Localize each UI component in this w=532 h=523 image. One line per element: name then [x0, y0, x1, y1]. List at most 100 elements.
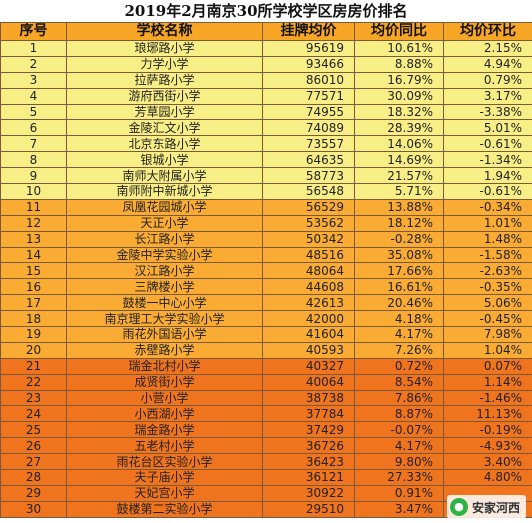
row-school-name: 成贤街小学: [66, 373, 263, 391]
row-no: 26: [0, 437, 67, 455]
row-school-name: 雨花台区实验小学: [66, 453, 263, 471]
wechat-icon: ●: [449, 498, 468, 516]
row-yoy: 18.32%: [354, 103, 444, 121]
table-row: 17 鼓楼一中心小学 42613 20.46% 5.06%: [0, 294, 532, 312]
row-school-name: 天正小学: [66, 214, 263, 232]
row-mom: 1.94%: [443, 167, 532, 185]
row-yoy: 10.61%: [354, 40, 444, 57]
row-no: 4: [0, 87, 67, 105]
row-price: 30922: [262, 484, 355, 502]
row-mom: 7.98%: [443, 326, 532, 343]
row-no: 8: [0, 151, 67, 169]
row-no: 22: [0, 373, 67, 391]
row-mom: 5.06%: [443, 294, 532, 312]
row-price: 95619: [262, 40, 355, 57]
row-school-name: 银城小学: [66, 151, 263, 169]
row-yoy: 7.86%: [354, 389, 444, 407]
row-mom: 3.17%: [443, 87, 532, 105]
table-row: 20 赤壁路小学 40593 7.26% 1.04%: [0, 341, 532, 359]
row-price: 37784: [262, 405, 355, 423]
row-school-name: 金陵汇文小学: [66, 119, 263, 137]
row-yoy: 4.17%: [354, 437, 444, 455]
row-price: 56529: [262, 198, 355, 216]
table-row: 29 天妃宫小学 30922 0.91%: [0, 484, 532, 502]
row-price: 36726: [262, 437, 355, 455]
row-yoy: 8.54%: [354, 373, 444, 391]
table-row: 19 雨花外国语小学 41604 4.17% 7.98%: [0, 326, 532, 343]
row-yoy: 14.69%: [354, 151, 444, 169]
row-no: 1: [0, 40, 67, 57]
row-mom: -1.58%: [443, 246, 532, 264]
table-row: 25 瑞金路小学 37429 -0.07% -0.19%: [0, 421, 532, 439]
row-no: 11: [0, 198, 67, 216]
table-row: 28 夫子庙小学 36121 27.33% 4.80%: [0, 469, 532, 486]
table-row: 18 南京理工大学实验小学 42000 4.18% -0.45%: [0, 310, 532, 328]
table-row: 11 凤凰花园城小学 56529 13.88% -0.34%: [0, 198, 532, 216]
row-no: 14: [0, 246, 67, 264]
row-no: 7: [0, 135, 67, 153]
row-school-name: 瑞金路小学: [66, 421, 263, 439]
row-price: 36121: [262, 469, 355, 486]
row-yoy: 4.17%: [354, 326, 444, 343]
row-no: 16: [0, 278, 67, 296]
row-school-name: 瑞金北村小学: [66, 357, 263, 375]
row-price: 48064: [262, 262, 355, 280]
row-yoy: 5.71%: [354, 183, 444, 200]
row-price: 40593: [262, 341, 355, 359]
row-no: 13: [0, 230, 67, 248]
row-mom: -0.61%: [443, 183, 532, 200]
row-school-name: 鼓楼一中心小学: [66, 294, 263, 312]
row-school-name: 鼓楼第二实验小学: [66, 500, 263, 518]
table-row: 27 雨花台区实验小学 36423 9.80% 3.40%: [0, 453, 532, 471]
row-yoy: 21.57%: [354, 167, 444, 185]
row-school-name: 雨花外国语小学: [66, 326, 263, 343]
row-school-name: 力学小学: [66, 55, 263, 73]
row-school-name: 北京东路小学: [66, 135, 263, 153]
row-no: 28: [0, 469, 67, 486]
row-yoy: 16.61%: [354, 278, 444, 296]
header-price: 挂牌均价: [262, 22, 355, 41]
header-no: 序号: [0, 22, 67, 41]
row-school-name: 汉江路小学: [66, 262, 263, 280]
watermark-text: 安家河西: [471, 500, 520, 515]
row-mom: 4.94%: [443, 55, 532, 73]
row-mom: -0.19%: [443, 421, 532, 439]
row-no: 12: [0, 214, 67, 232]
row-no: 6: [0, 119, 67, 137]
row-mom: 11.13%: [443, 405, 532, 423]
row-mom: -0.35%: [443, 278, 532, 296]
row-price: 50342: [262, 230, 355, 248]
row-school-name: 金陵中学实验小学: [66, 246, 263, 264]
table-row: 6 金陵汇文小学 74089 28.39% 5.01%: [0, 119, 532, 137]
row-price: 29510: [262, 500, 355, 518]
row-mom: 0.79%: [443, 71, 532, 89]
row-mom: -1.46%: [443, 389, 532, 407]
row-school-name: 南师附中新城小学: [66, 183, 263, 200]
row-price: 58773: [262, 167, 355, 185]
table-row: 15 汉江路小学 48064 17.66% -2.63%: [0, 262, 532, 280]
row-price: 37429: [262, 421, 355, 439]
row-no: 3: [0, 71, 67, 89]
row-price: 42613: [262, 294, 355, 312]
row-price: 44608: [262, 278, 355, 296]
row-mom: 1.14%: [443, 373, 532, 391]
row-yoy: 14.06%: [354, 135, 444, 153]
row-price: 40327: [262, 357, 355, 375]
row-school-name: 凤凰花园城小学: [66, 198, 263, 216]
row-price: 73557: [262, 135, 355, 153]
row-school-name: 天妃宫小学: [66, 484, 263, 502]
row-yoy: 8.87%: [354, 405, 444, 423]
row-yoy: 28.39%: [354, 119, 444, 137]
row-yoy: 27.33%: [354, 469, 444, 486]
row-yoy: 0.91%: [354, 484, 444, 502]
table-row: 24 小西湖小学 37784 8.87% 11.13%: [0, 405, 532, 423]
table-row: 13 长江路小学 50342 -0.28% 1.48%: [0, 230, 532, 248]
table-body: 1 琅琊路小学 95619 10.61% 2.15% 2 力学小学 93466 8.88% 4.9…: [0, 40, 532, 518]
table-row: 7 北京东路小学 73557 14.06% -0.61%: [0, 135, 532, 153]
table-row: 4 游府西街小学 77571 30.09% 3.17%: [0, 87, 532, 105]
row-no: 29: [0, 484, 67, 502]
row-yoy: 9.80%: [354, 453, 444, 471]
table-row: 5 芳草园小学 74955 18.32% -3.38%: [0, 103, 532, 121]
row-no: 18: [0, 310, 67, 328]
row-price: 74089: [262, 119, 355, 137]
